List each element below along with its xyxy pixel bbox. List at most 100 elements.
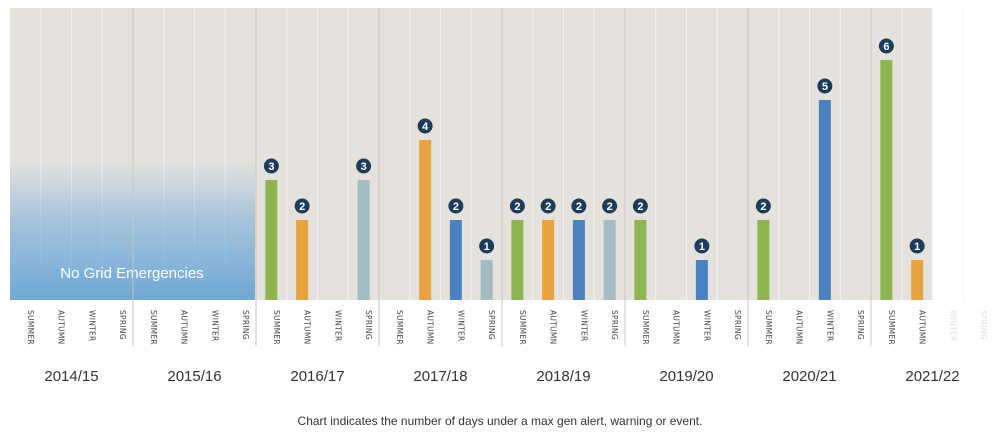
panel-2020/21-autumn [778, 8, 810, 300]
season-label-winter: WINTER [333, 310, 342, 342]
season-label-autumn: AUTUMN [549, 310, 558, 345]
season-label-winter: WINTER [579, 310, 588, 342]
panel-2020/21-spring [840, 8, 872, 300]
bar-2017/18-winter [449, 220, 462, 300]
panel-2019/20-autumn [655, 8, 687, 300]
season-label-winter: WINTER [825, 310, 834, 342]
badge-2018/19-autumn [540, 198, 556, 214]
bar-2021/22-autumn [911, 260, 924, 300]
panel-2017/18-summer [379, 8, 411, 300]
season-label-summer: SUMMER [887, 310, 896, 345]
badge-value: 2 [607, 201, 613, 213]
year-label-2014/15: 2014/15 [44, 368, 98, 385]
badge-value: 2 [299, 201, 305, 213]
badge-value: 2 [576, 201, 582, 213]
bar-2018/19-spring [603, 220, 616, 300]
season-label-autumn: AUTUMN [303, 310, 312, 345]
season-label-autumn: AUTUMN [180, 310, 189, 345]
season-label-spring: SPRING [487, 310, 496, 340]
badge-2018/19-spring [602, 198, 618, 214]
chart-caption: Chart indicates the number of days under… [297, 414, 703, 428]
season-label-spring: SPRING [364, 310, 373, 340]
season-label-spring: SPRING [241, 310, 250, 340]
badge-value: 2 [453, 201, 459, 213]
panel-2021/22-autumn [901, 8, 933, 300]
bar-2019/20-winter [695, 260, 708, 300]
badge-2018/19-winter [571, 198, 587, 214]
season-label-autumn: AUTUMN [795, 310, 804, 345]
badge-value: 2 [760, 201, 766, 213]
year-label-2018/19: 2018/19 [536, 368, 590, 385]
badge-2020/21-summer [755, 198, 771, 214]
year-label-2020/21: 2020/21 [782, 368, 836, 385]
bar-2016/17-summer [265, 180, 278, 300]
season-label-summer: SUMMER [395, 310, 404, 345]
badge-2019/20-summer [632, 198, 648, 214]
badge-2021/22-autumn [909, 238, 925, 254]
panel-2019/20-spring [717, 8, 749, 300]
bar-2021/22-summer [880, 60, 893, 300]
badge-value: 3 [361, 161, 367, 173]
bar-2017/18-autumn [419, 140, 432, 300]
bar-2018/19-winter [572, 220, 585, 300]
season-label-spring: SPRING [856, 310, 865, 340]
season-label-autumn: AUTUMN [426, 310, 435, 345]
season-label-autumn: AUTUMN [918, 310, 927, 345]
season-label-summer: SUMMER [764, 310, 773, 345]
bar-2020/21-winter [818, 100, 831, 300]
season-label-summer: SUMMER [641, 310, 650, 345]
season-label-summer: SUMMER [26, 310, 35, 345]
year-label-2021/22: 2021/22 [905, 368, 959, 385]
bar-2016/17-autumn [296, 220, 309, 300]
year-label-2015/16: 2015/16 [167, 368, 221, 385]
badge-value: 6 [883, 41, 889, 53]
season-label-winter: WINTER [948, 310, 957, 342]
bar-2020/21-summer [757, 220, 770, 300]
badge-2016/17-summer [263, 158, 279, 174]
badge-2019/20-winter [694, 238, 710, 254]
bar-2018/19-summer [511, 220, 524, 300]
season-label-winter: WINTER [456, 310, 465, 342]
season-label-winter: WINTER [87, 310, 96, 342]
bar-2016/17-spring [357, 180, 370, 300]
badge-2017/18-spring [479, 238, 495, 254]
no-grid-emergencies-label: No Grid Emergencies [60, 265, 203, 282]
badge-value: 5 [822, 81, 828, 93]
badge-2018/19-summer [509, 198, 525, 214]
season-label-summer: SUMMER [518, 310, 527, 345]
bar-2019/20-summer [634, 220, 647, 300]
badge-2016/17-spring [356, 158, 372, 174]
badge-value: 1 [699, 241, 705, 253]
badge-value: 1 [914, 241, 920, 253]
season-label-spring: SPRING [610, 310, 619, 340]
badge-value: 4 [422, 121, 429, 133]
badge-2016/17-autumn [294, 198, 310, 214]
panel-2017/18-spring [471, 8, 503, 300]
panel-2019/20-winter [686, 8, 718, 300]
badge-value: 2 [545, 201, 551, 213]
badge-value: 2 [637, 201, 643, 213]
season-label-autumn: AUTUMN [57, 310, 66, 345]
panel-2016/17-winter [317, 8, 349, 300]
season-label-summer: SUMMER [149, 310, 158, 345]
badge-value: 3 [268, 161, 274, 173]
badge-2017/18-winter [448, 198, 464, 214]
badge-value: 1 [484, 241, 490, 253]
season-label-spring: SPRING [979, 310, 988, 340]
year-label-2016/17: 2016/17 [290, 368, 344, 385]
season-label-winter: WINTER [210, 310, 219, 342]
bar-2018/19-autumn [542, 220, 555, 300]
badge-2020/21-winter [817, 78, 833, 94]
season-label-spring: SPRING [733, 310, 742, 340]
season-label-summer: SUMMER [272, 310, 281, 345]
badge-2021/22-summer [878, 38, 894, 54]
season-label-autumn: AUTUMN [672, 310, 681, 345]
year-label-2017/18: 2017/18 [413, 368, 467, 385]
panel-2021/22-winter [932, 8, 964, 300]
panel-2021/22-spring [963, 8, 995, 300]
year-label-2019/20: 2019/20 [659, 368, 713, 385]
badge-value: 2 [514, 201, 520, 213]
season-label-spring: SPRING [118, 310, 127, 340]
season-label-winter: WINTER [702, 310, 711, 342]
